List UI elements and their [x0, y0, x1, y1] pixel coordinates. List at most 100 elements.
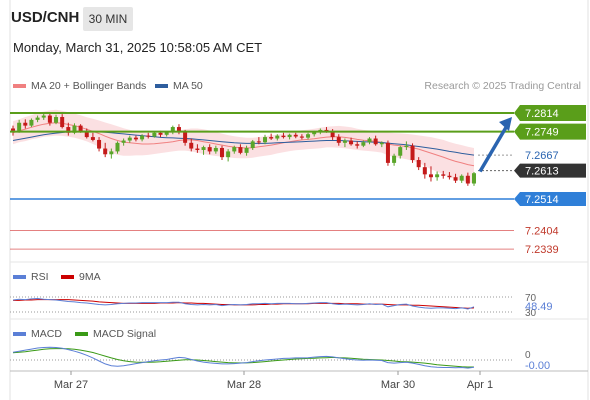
- candle-body: [164, 131, 169, 135]
- candle-body: [78, 125, 83, 132]
- candle-body: [183, 131, 188, 143]
- chart-datetime: Monday, March 31, 2025 10:58:05 AM CET: [13, 40, 263, 55]
- legend-macd-label: MACD: [31, 328, 62, 340]
- chart-header: USD/CNH 30 MIN Monday, March 31, 2025 10…: [0, 0, 590, 70]
- time-tick-label: Apr 1: [467, 379, 493, 391]
- legend-rsi-9ma-label: 9MA: [79, 271, 101, 283]
- legend-ma50: MA 50: [155, 80, 203, 92]
- resistance-price-label: 7.2814: [525, 108, 559, 120]
- legend-macd-swatch: [13, 332, 26, 337]
- candle-body: [189, 142, 194, 149]
- time-tick-label: Mar 27: [54, 379, 88, 391]
- legend-macd: MACD: [13, 328, 62, 340]
- candle-body: [66, 127, 71, 133]
- legend-rsi-swatch: [13, 275, 26, 280]
- resistance-price-tag: [514, 105, 586, 121]
- candle-body: [213, 147, 218, 152]
- resistance-price-label: 7.2749: [525, 127, 559, 139]
- projection-arrow-shaft: [478, 123, 510, 173]
- candle-body: [398, 147, 403, 156]
- candle-body: [29, 119, 34, 126]
- candle-body: [226, 151, 231, 158]
- candle-body: [121, 140, 126, 143]
- candle-body: [103, 148, 108, 155]
- candle-body: [244, 147, 249, 153]
- ma20-line: [12, 122, 475, 167]
- time-tick-label: Mar 30: [381, 379, 415, 391]
- candle-body: [465, 175, 470, 184]
- legend-rsi-label: RSI: [31, 271, 49, 283]
- macd-line: [12, 346, 475, 369]
- candle-body: [201, 147, 206, 150]
- candle-body: [392, 155, 397, 163]
- candle-body: [170, 127, 175, 132]
- legend-rsi: RSI: [13, 271, 49, 283]
- candle-body: [330, 131, 335, 138]
- candle-body: [428, 174, 433, 178]
- candle-body: [256, 141, 261, 143]
- timeframe-button[interactable]: 30 MIN: [83, 7, 133, 31]
- projection-arrow-head: [499, 117, 512, 132]
- candle-body: [361, 142, 366, 146]
- macd-signal-line: [12, 348, 474, 368]
- candle-body: [293, 134, 298, 137]
- candle-body: [146, 135, 151, 137]
- legend-macd-signal-label: MACD Signal: [93, 328, 157, 340]
- candle-body: [11, 128, 15, 131]
- candle-body: [379, 142, 384, 145]
- candle-body: [72, 125, 77, 133]
- candle-body: [115, 142, 120, 152]
- legend-ma50-swatch: [155, 84, 168, 89]
- rsi-last-value-label: 48.49: [525, 301, 553, 313]
- macd-zero-label: 0: [525, 350, 531, 361]
- pivot-price-tag: [514, 192, 586, 206]
- candle-body: [219, 147, 224, 158]
- candle-body: [238, 147, 243, 153]
- rsi-level-label: 70: [525, 293, 537, 304]
- support-price-label: 7.2339: [525, 244, 559, 256]
- candle-body: [269, 137, 274, 139]
- candle-body: [176, 127, 181, 132]
- pivot-price-label: 7.2514: [525, 194, 559, 206]
- time-tick-label: Mar 28: [227, 379, 261, 391]
- candle-body: [447, 175, 452, 178]
- legend-rsi-9ma: 9MA: [61, 271, 101, 283]
- candle-body: [287, 134, 292, 138]
- candle-body: [158, 132, 163, 135]
- candle-body: [336, 137, 341, 143]
- candle-body: [140, 135, 145, 140]
- legend-ma20: MA 20 + Bollinger Bands: [13, 80, 146, 92]
- candle-body: [195, 148, 200, 150]
- marker-price-label: 7.2667: [525, 150, 559, 162]
- candle-body: [152, 132, 157, 137]
- legend-macd-signal-swatch: [75, 332, 88, 337]
- candle-body: [349, 140, 354, 145]
- candle-body: [435, 174, 440, 178]
- macd-last-value-label: -0.00: [525, 360, 550, 372]
- candle-body: [60, 117, 65, 128]
- candle-body: [232, 147, 237, 152]
- candle-body: [453, 177, 458, 181]
- resistance-price-tag: [514, 123, 586, 140]
- candle-body: [367, 138, 372, 143]
- candle-body: [324, 129, 329, 132]
- candle-body: [35, 117, 40, 120]
- rsi-level-label: 30: [525, 308, 537, 319]
- candle-body: [385, 142, 390, 163]
- candle-body: [373, 138, 378, 145]
- candle-body: [47, 115, 52, 123]
- candle-body: [281, 135, 286, 138]
- candle-body: [54, 117, 59, 123]
- candle-body: [207, 147, 212, 152]
- legend-macd-signal: MACD Signal: [75, 328, 156, 340]
- candle-body: [404, 145, 409, 148]
- candle-body: [459, 175, 464, 181]
- candle-body: [422, 167, 427, 175]
- candle-body: [263, 137, 268, 143]
- candle-body: [90, 137, 95, 140]
- candle-body: [441, 174, 446, 176]
- candle-body: [312, 131, 317, 135]
- candle-body: [41, 115, 46, 118]
